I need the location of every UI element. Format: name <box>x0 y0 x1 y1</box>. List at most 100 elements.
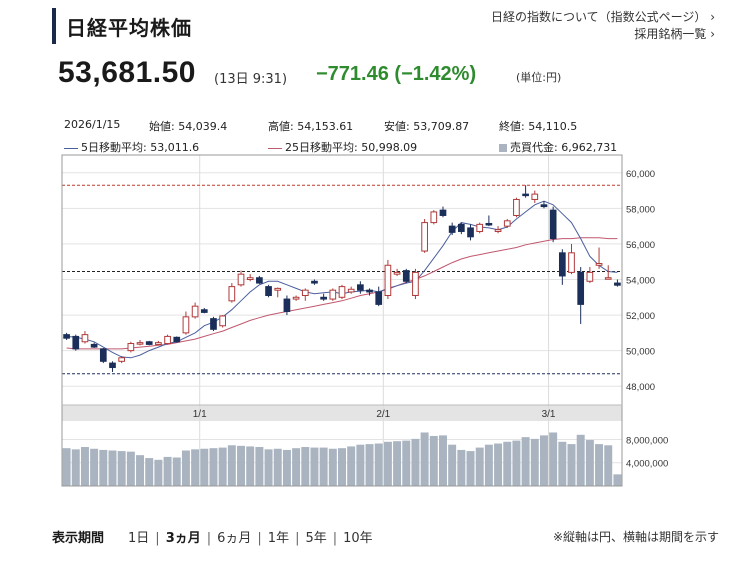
volume-bar <box>338 448 346 486</box>
volume-bar <box>503 441 512 486</box>
y-tick-label: 54,000 <box>626 276 655 287</box>
candle-body <box>531 193 539 200</box>
volume-bar <box>466 451 475 486</box>
volume-bar <box>117 451 126 486</box>
candle-body <box>421 222 428 252</box>
x-tick-label: 1/1 <box>193 409 207 420</box>
candle-body <box>210 318 217 330</box>
x-tick-label: 3/1 <box>542 409 556 420</box>
volume-bar <box>246 446 255 486</box>
candle-body <box>540 204 548 208</box>
volume-bar <box>411 438 420 486</box>
candle-body <box>614 282 621 286</box>
candle-body <box>476 223 484 232</box>
volume-bar <box>539 435 548 486</box>
volume-bar <box>420 432 429 486</box>
volume-bar <box>512 440 521 486</box>
volume-bar <box>163 456 172 486</box>
volume-bar <box>328 448 337 486</box>
volume-bar <box>90 448 99 486</box>
candle-body <box>402 270 410 282</box>
volume-bar <box>200 448 209 486</box>
candle-body <box>109 362 116 369</box>
period-option[interactable]: 1年 <box>267 531 290 546</box>
legend-ma25-line <box>268 147 282 149</box>
legend-ma5-line <box>64 147 78 149</box>
candle-body <box>283 298 291 313</box>
candle-body <box>200 309 208 313</box>
period-label: 表示期間 <box>52 531 105 546</box>
period-option[interactable]: 1日 <box>128 531 150 546</box>
period-option[interactable]: 3ヵ月 <box>165 531 201 546</box>
volume-bar <box>585 440 594 486</box>
volume-bar <box>181 450 190 486</box>
volume-bar <box>383 441 392 486</box>
volume-bar <box>264 449 273 486</box>
volume-bar <box>374 443 383 486</box>
volume-bar <box>62 448 71 486</box>
candle-body <box>357 284 364 291</box>
volume-bar <box>521 437 530 486</box>
candle-body <box>485 222 493 226</box>
candle-body <box>81 334 89 343</box>
y-tick-label: 58,000 <box>626 204 655 215</box>
period-separator: | <box>332 531 338 546</box>
constituents-link[interactable]: 採用銘柄一覧 › <box>634 27 715 41</box>
volume-bar <box>429 435 438 486</box>
x-axis-band <box>62 405 622 421</box>
candle-body <box>329 289 337 300</box>
volume-bar <box>438 435 447 486</box>
candle-body <box>155 342 162 345</box>
volume-tick-label: 8,000,000 <box>626 435 668 446</box>
period-option[interactable]: 5年 <box>305 531 327 546</box>
volume-bar <box>347 446 356 486</box>
volume-bar <box>576 434 585 486</box>
candle-body <box>145 341 153 345</box>
y-tick-label: 52,000 <box>626 311 655 322</box>
volume-bar <box>475 447 484 486</box>
period-option[interactable]: 10年 <box>343 531 373 546</box>
candle-body <box>448 225 456 233</box>
volume-bar <box>136 455 145 486</box>
candle-body <box>457 223 465 232</box>
index-info-link[interactable]: 日経の指数について（指数公式ページ） › <box>490 10 715 24</box>
volume-bar <box>71 449 80 486</box>
volume-bar <box>218 447 227 486</box>
volume-bar <box>604 445 613 486</box>
candle-body <box>237 273 245 286</box>
volume-bar <box>530 438 539 486</box>
page-title: 日経平均株価 <box>66 16 192 40</box>
volume-bar <box>126 451 135 486</box>
candle-body <box>430 211 438 224</box>
period-option[interactable]: 6ヵ月 <box>217 531 252 546</box>
volume-bar <box>448 444 457 486</box>
volume-bar <box>282 449 291 486</box>
candle-body <box>595 262 603 266</box>
candle-body <box>522 193 529 197</box>
candle-body <box>311 280 318 284</box>
candle-body <box>577 271 585 305</box>
x-tick-label: 2/1 <box>376 409 390 420</box>
ohlc-low: 安値: 53,709.87 <box>384 120 470 133</box>
volume-bar <box>99 449 108 486</box>
chart-frame <box>61 154 623 487</box>
candle-body <box>604 277 612 280</box>
candle-body <box>393 271 401 275</box>
period-separator: | <box>295 531 300 546</box>
candle-body <box>467 227 474 238</box>
period-separator: | <box>206 531 212 546</box>
candle-body <box>136 342 144 345</box>
ohlc-high: 高値: 54,153.61 <box>268 120 354 133</box>
candle-body <box>173 336 181 343</box>
candle-body <box>127 343 135 352</box>
candle-body <box>347 288 355 293</box>
volume-bar <box>172 457 181 486</box>
price-change: −771.46 (−1.42%) <box>316 63 477 85</box>
ohlc-open: 始値: 54,039.4 <box>149 120 228 133</box>
candle-body <box>301 289 309 297</box>
volume-bar <box>402 440 411 486</box>
period-selector: 表示期間 1日 | 3ヵ月 | 6ヵ月 | 1年 | 5年 | 10年 <box>52 527 379 546</box>
volume-bar <box>457 449 466 486</box>
volume-bar <box>613 474 622 486</box>
volume-bar <box>549 432 558 486</box>
